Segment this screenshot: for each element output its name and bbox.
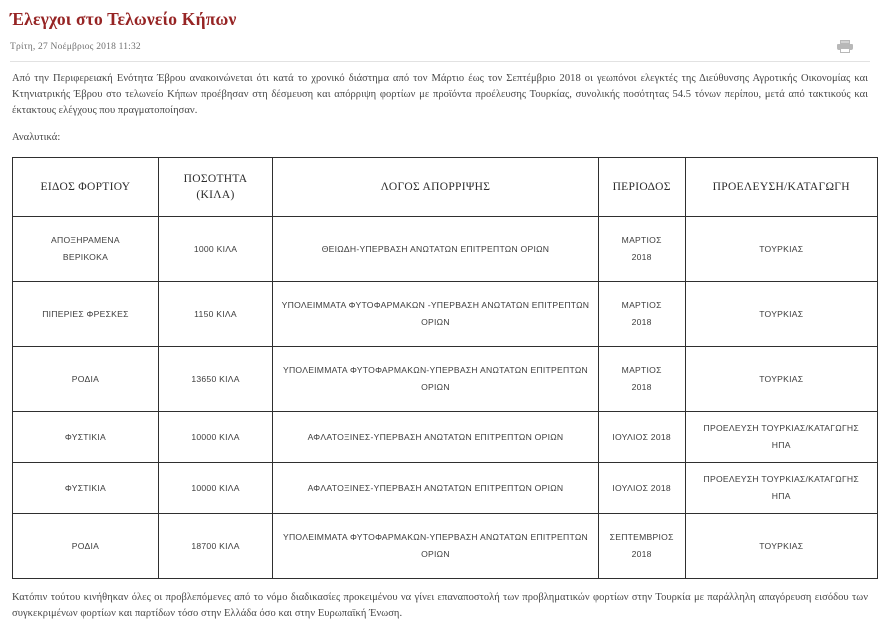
- cell-quantity: 1000 ΚΙΛΑ: [157, 216, 274, 282]
- article-date: Τρίτη, 27 Νοέμβριος 2018 11:32: [10, 42, 141, 52]
- cell-quantity: 18700 ΚΙΛΑ: [157, 513, 274, 579]
- table-body: ΑΠΟΞΗΡΑΜΕΝΑ ΒΕΡΙΚΟΚΑ 1000 ΚΙΛΑ ΘΕΙΩΔΗ-ΥΠ…: [12, 216, 879, 579]
- column-header-reason: ΛΟΓΟΣ ΑΠΟΡΡΙΨΗΣ: [272, 157, 599, 217]
- cell-period: ΙΟΥΛΙΟΣ 2018: [597, 411, 686, 463]
- table-row: ΡΟΔΙΑ 13650 ΚΙΛΑ ΥΠΟΛΕΙΜΜΑΤΑ ΦΥΤΟΦΑΡΜΑΚΩ…: [12, 346, 879, 412]
- closing-paragraph: Κατόπιν τούτου κινήθηκαν όλες οι προβλεπ…: [12, 592, 868, 619]
- cell-reason: ΥΠΟΛΕΙΜΜΑΤΑ ΦΥΤΟΦΑΡΜΑΚΩΝ -ΥΠΕΡΒΑΣΗ ΑΝΩΤΑ…: [272, 281, 599, 347]
- table-header-row: ΕΙΔΟΣ ΦΟΡΤΙΟΥ ΠΟΣΟΤΗΤΑ (ΚΙΛΑ) ΛΟΓΟΣ ΑΠΟΡ…: [12, 157, 879, 217]
- analytika-label: Αναλυτικά:: [12, 132, 61, 143]
- cell-reason: ΥΠΟΛΕΙΜΜΑΤΑ ΦΥΤΟΦΑΡΜΑΚΩΝ-ΥΠΕΡΒΑΣΗ ΑΝΩΤΑΤ…: [272, 513, 599, 579]
- cell-cargo-type: ΡΟΔΙΑ: [12, 513, 159, 579]
- cell-origin: ΤΟΥΡΚΙΑΣ: [684, 281, 879, 347]
- cell-cargo-type: ΦΥΣΤΙΚΙΑ: [12, 462, 159, 514]
- article-page: Έλεγχοι στο Τελωνείο Κήπων Τρίτη, 27 Νοέ…: [10, 9, 879, 619]
- cell-quantity: 10000 ΚΙΛΑ: [157, 411, 274, 463]
- article-meta-row: Τρίτη, 27 Νοέμβριος 2018 11:32: [10, 39, 870, 55]
- inspections-table: ΕΙΔΟΣ ΦΟΡΤΙΟΥ ΠΟΣΟΤΗΤΑ (ΚΙΛΑ) ΛΟΓΟΣ ΑΠΟΡ…: [12, 157, 879, 579]
- cell-origin: ΠΡΟΕΛΕΥΣΗ ΤΟΥΡΚΙΑΣ/ΚΑΤΑΓΩΓΗΣ ΗΠΑ: [684, 411, 879, 463]
- table-head: ΕΙΔΟΣ ΦΟΡΤΙΟΥ ΠΟΣΟΤΗΤΑ (ΚΙΛΑ) ΛΟΓΟΣ ΑΠΟΡ…: [12, 157, 879, 217]
- lead-paragraph: Από την Περιφερειακή Ενότητα Έβρου ανακο…: [12, 73, 868, 116]
- table-row: ΡΟΔΙΑ 18700 ΚΙΛΑ ΥΠΟΛΕΙΜΜΑΤΑ ΦΥΤΟΦΑΡΜΑΚΩ…: [12, 513, 879, 579]
- cell-period: ΜΑΡΤΙΟΣ 2018: [597, 216, 686, 282]
- cell-quantity: 10000 ΚΙΛΑ: [157, 462, 274, 514]
- table-row: ΠΙΠΕΡΙΕΣ ΦΡΕΣΚΕΣ 1150 ΚΙΛΑ ΥΠΟΛΕΙΜΜΑΤΑ Φ…: [12, 281, 879, 347]
- cell-origin: ΠΡΟΕΛΕΥΣΗ ΤΟΥΡΚΙΑΣ/ΚΑΤΑΓΩΓΗΣ ΗΠΑ: [684, 462, 879, 514]
- cell-cargo-type: ΦΥΣΤΙΚΙΑ: [12, 411, 159, 463]
- cell-cargo-type: ΠΙΠΕΡΙΕΣ ΦΡΕΣΚΕΣ: [12, 281, 159, 347]
- column-header-cargo-type: ΕΙΔΟΣ ΦΟΡΤΙΟΥ: [12, 157, 159, 217]
- column-header-quantity: ΠΟΣΟΤΗΤΑ (ΚΙΛΑ): [157, 157, 274, 217]
- table-row: ΦΥΣΤΙΚΙΑ 10000 ΚΙΛΑ ΑΦΛΑΤΟΞΙΝΕΣ-ΥΠΕΡΒΑΣΗ…: [12, 411, 879, 463]
- page-title: Έλεγχοι στο Τελωνείο Κήπων: [10, 9, 237, 29]
- cell-origin: ΤΟΥΡΚΙΑΣ: [684, 346, 879, 412]
- cell-reason: ΘΕΙΩΔΗ-ΥΠΕΡΒΑΣΗ ΑΝΩΤΑΤΩΝ ΕΠΙΤΡΕΠΤΩΝ ΟΡΙΩ…: [272, 216, 599, 282]
- cell-period: ΣΕΠΤΕΜΒΡΙΟΣ 2018: [597, 513, 686, 579]
- cell-reason: ΑΦΛΑΤΟΞΙΝΕΣ-ΥΠΕΡΒΑΣΗ ΑΝΩΤΑΤΩΝ ΕΠΙΤΡΕΠΤΩΝ…: [272, 462, 599, 514]
- cell-origin: ΤΟΥΡΚΙΑΣ: [684, 513, 879, 579]
- cell-reason: ΥΠΟΛΕΙΜΜΑΤΑ ΦΥΤΟΦΑΡΜΑΚΩΝ-ΥΠΕΡΒΑΣΗ ΑΝΩΤΑΤ…: [272, 346, 599, 412]
- table-row: ΑΠΟΞΗΡΑΜΕΝΑ ΒΕΡΙΚΟΚΑ 1000 ΚΙΛΑ ΘΕΙΩΔΗ-ΥΠ…: [12, 216, 879, 282]
- table-row: ΦΥΣΤΙΚΙΑ 10000 ΚΙΛΑ ΑΦΛΑΤΟΞΙΝΕΣ-ΥΠΕΡΒΑΣΗ…: [12, 462, 879, 514]
- column-header-period: ΠΕΡΙΟΔΟΣ: [597, 157, 686, 217]
- header-divider: [10, 61, 870, 62]
- cell-cargo-type: ΡΟΔΙΑ: [12, 346, 159, 412]
- cell-period: ΙΟΥΛΙΟΣ 2018: [597, 462, 686, 514]
- printer-icon[interactable]: [836, 39, 854, 55]
- cell-origin: ΤΟΥΡΚΙΑΣ: [684, 216, 879, 282]
- cell-cargo-type: ΑΠΟΞΗΡΑΜΕΝΑ ΒΕΡΙΚΟΚΑ: [12, 216, 159, 282]
- cell-period: ΜΑΡΤΙΟΣ 2018: [597, 281, 686, 347]
- column-header-origin: ΠΡΟΕΛΕΥΣΗ/ΚΑΤΑΓΩΓΗ: [684, 157, 879, 217]
- cell-quantity: 1150 ΚΙΛΑ: [157, 281, 274, 347]
- cell-reason: ΑΦΛΑΤΟΞΙΝΕΣ-ΥΠΕΡΒΑΣΗ ΑΝΩΤΑΤΩΝ ΕΠΙΤΡΕΠΤΩΝ…: [272, 411, 599, 463]
- cell-quantity: 13650 ΚΙΛΑ: [157, 346, 274, 412]
- cell-period: ΜΑΡΤΙΟΣ 2018: [597, 346, 686, 412]
